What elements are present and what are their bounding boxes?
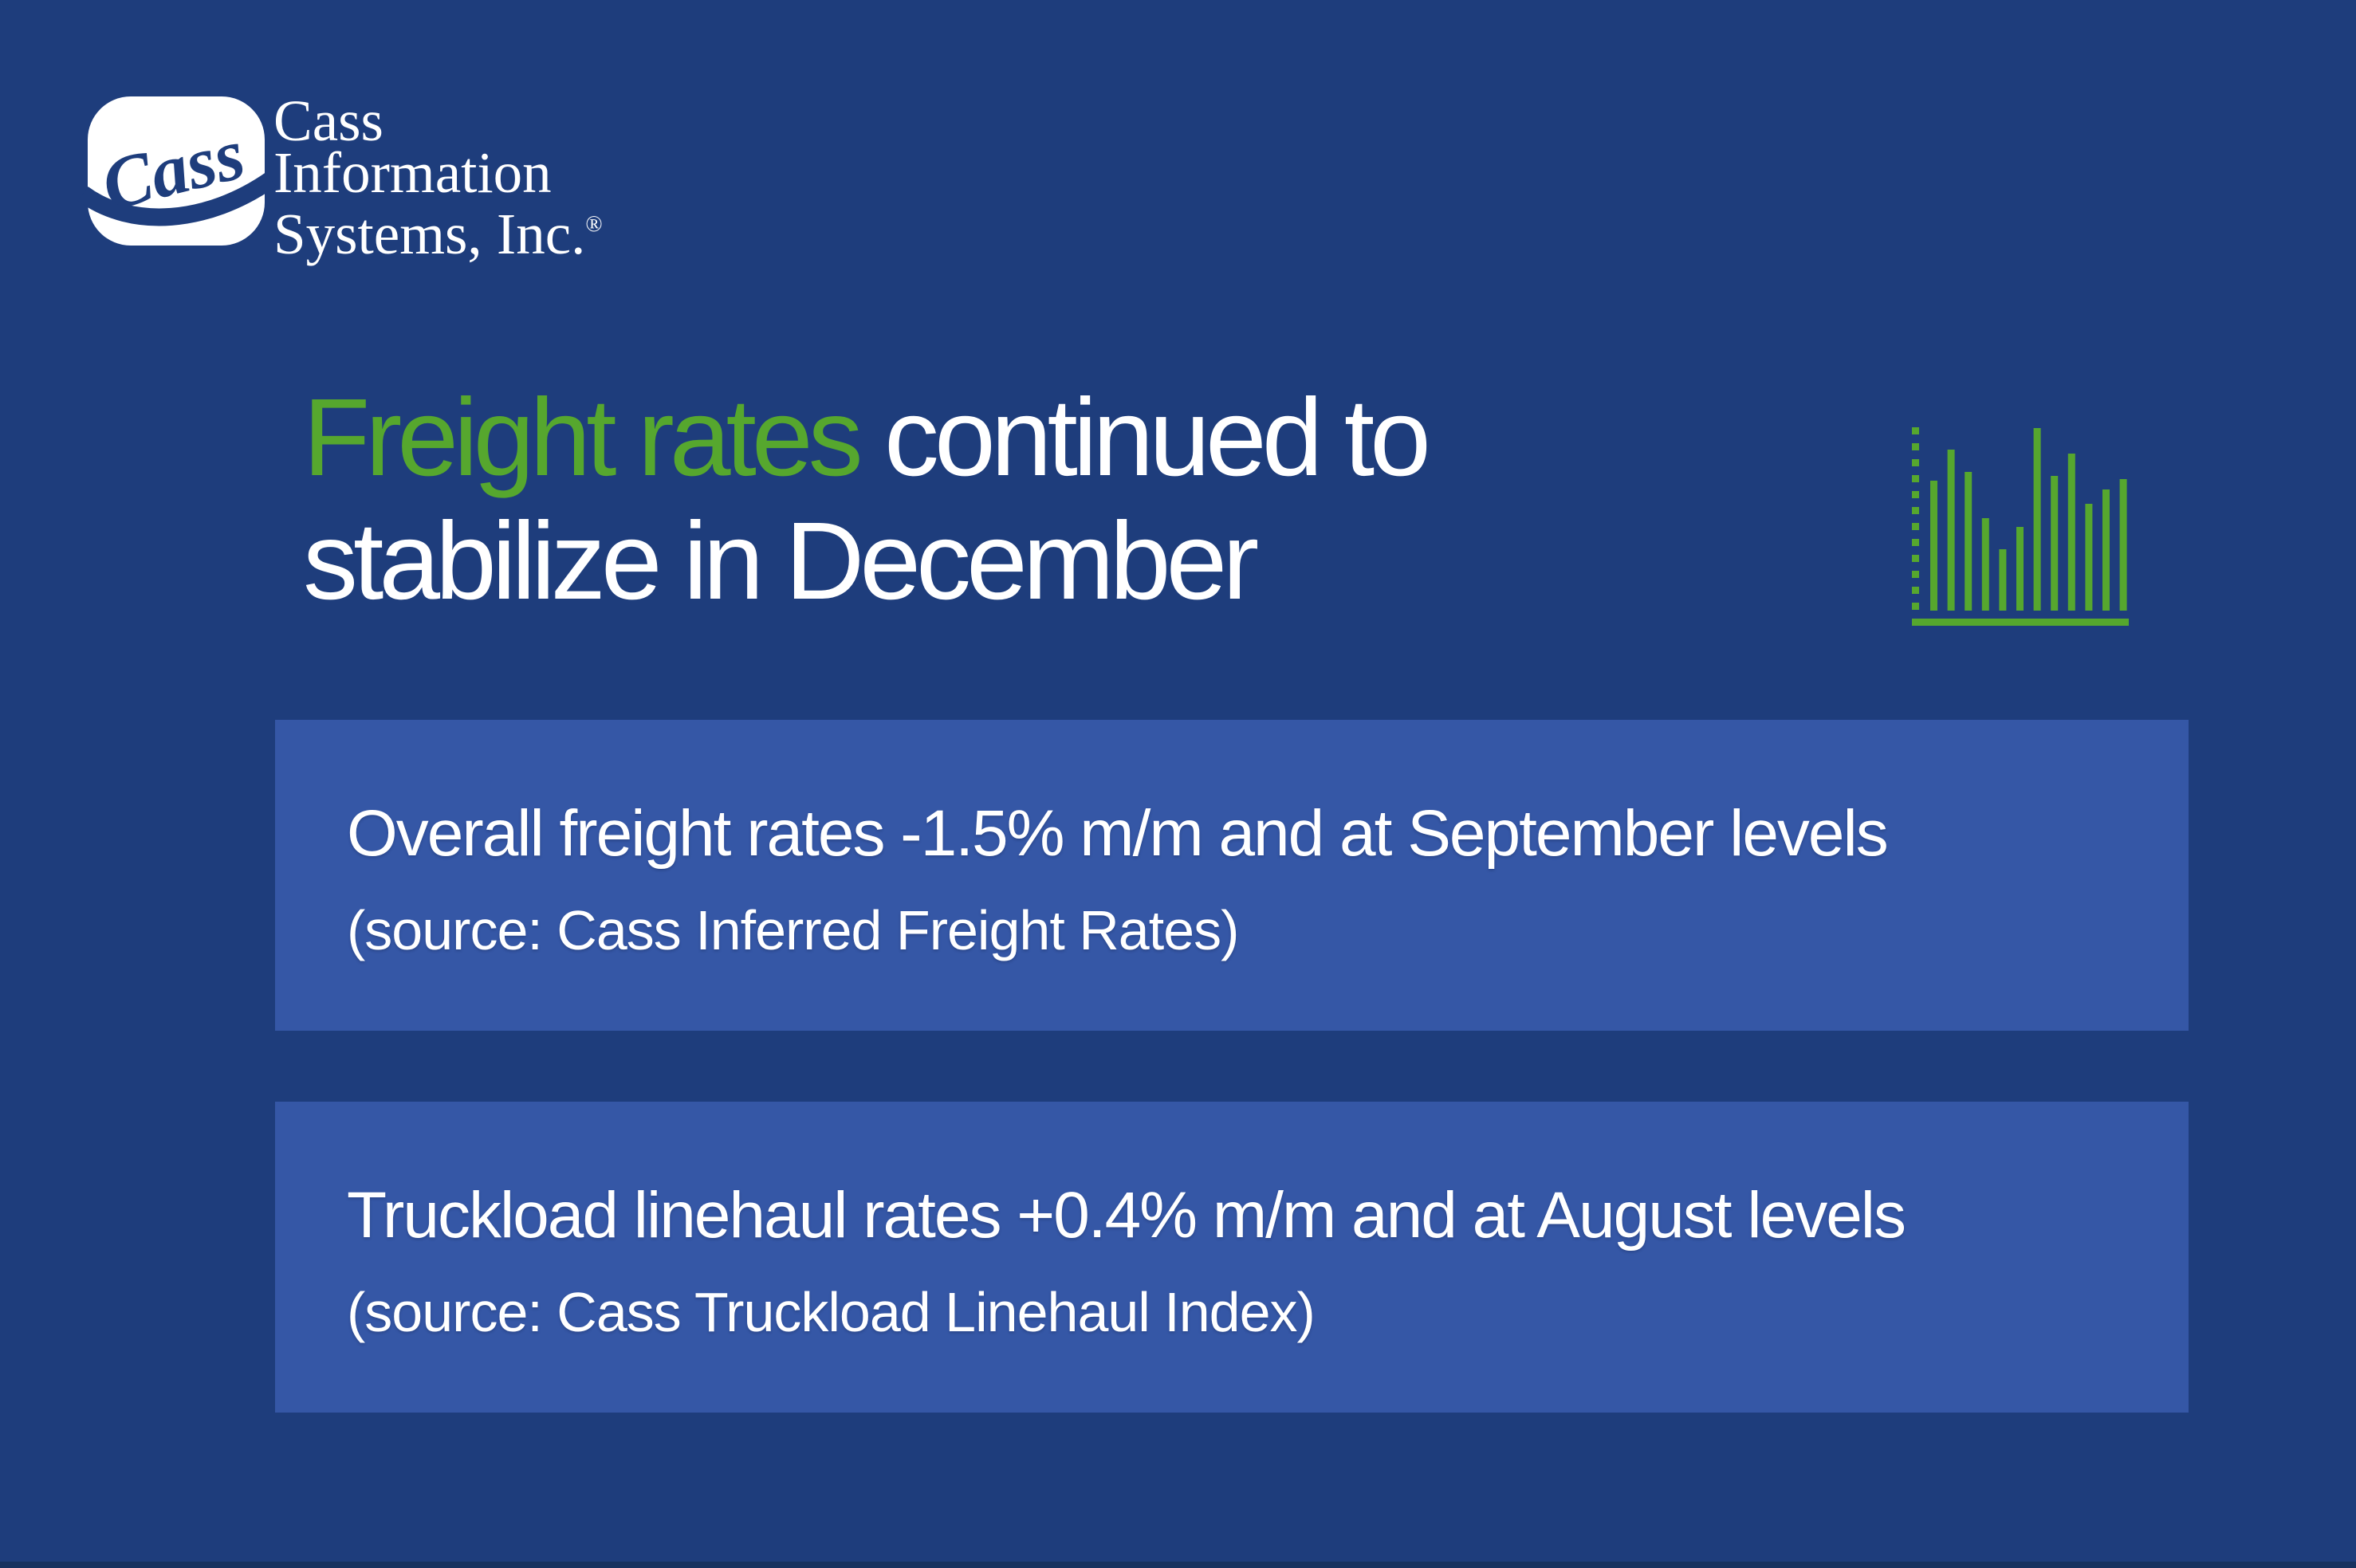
stat-panel-overall-freight-rates: Overall freight rates -1.5% m/m and at S… — [275, 720, 2189, 1031]
stat-panel-main-text: Truckload linehaul rates +0.4% m/m and a… — [347, 1179, 1906, 1252]
headline-line-2: stabilize in December — [303, 500, 1259, 623]
bottom-border — [0, 1562, 2356, 1568]
cass-logo-wordmark: Cass Information Systems, Inc.® — [273, 88, 603, 266]
stat-panel-source-text: (source: Cass Truckload Linehaul Index) — [347, 1281, 1316, 1343]
headline: Freight rates continued to stabilize in … — [303, 376, 1442, 623]
stat-panel-main-text: Overall freight rates -1.5% m/m and at S… — [347, 797, 1889, 870]
registered-trademark-symbol: ® — [585, 212, 603, 237]
stat-panel-source-text: (source: Cass Inferred Freight Rates) — [347, 899, 1239, 961]
bar-chart-icon — [1912, 427, 2129, 626]
logo-company-line-3: Systems, Inc.® — [273, 202, 603, 266]
logo-company-line-1: Cass — [273, 88, 383, 153]
headline-highlight: Freight rates — [303, 376, 863, 499]
headline-line-1-rest: continued to — [883, 376, 1431, 499]
logo-company-line-2: Information — [273, 140, 552, 205]
stat-panel-truckload-linehaul-rates: Truckload linehaul rates +0.4% m/m and a… — [275, 1102, 2189, 1413]
headline-line-1: Freight rates continued to — [303, 376, 1431, 500]
cass-logo-badge-icon: Cass — [77, 96, 277, 246]
cass-logo: Cass Cass Information Systems, Inc.® — [77, 92, 603, 263]
